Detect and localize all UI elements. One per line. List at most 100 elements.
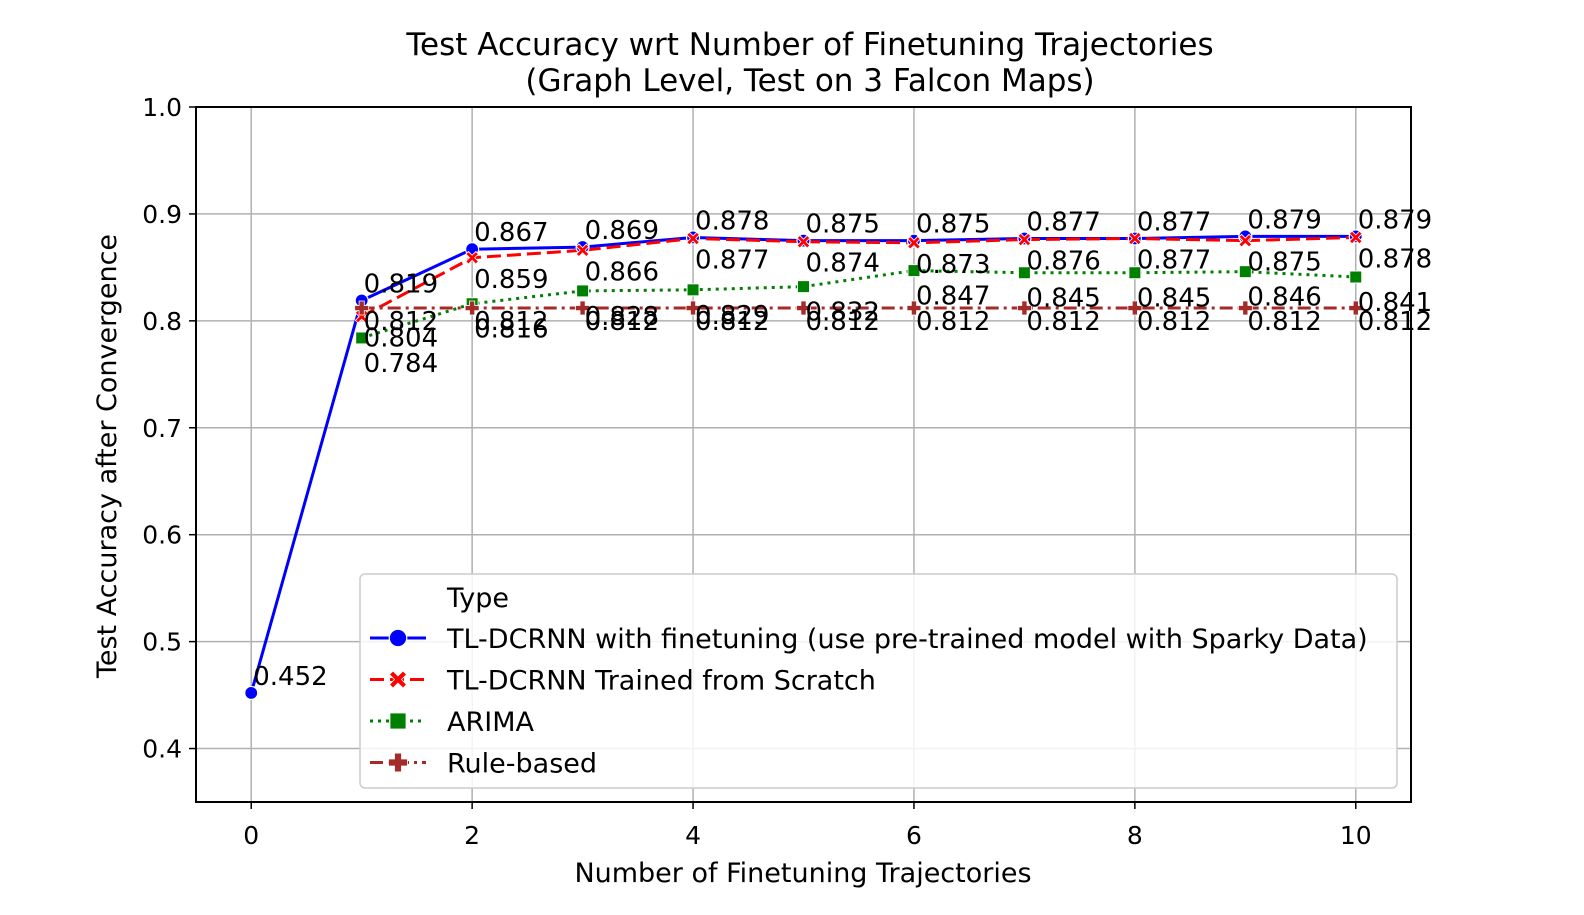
x-tick-label: 10 [1340,821,1372,850]
y-tick-label: 0.9 [142,200,182,229]
data-label: 0.784 [364,349,438,379]
data-label: 0.812 [1358,307,1432,337]
data-label: 0.866 [585,257,659,287]
data-label: 0.845 [1026,284,1100,314]
x-tick-label: 0 [243,821,259,850]
data-label: 0.829 [695,301,769,331]
data-label: 0.869 [585,216,659,246]
data-label: 0.812 [695,307,769,337]
legend-marker [388,628,408,648]
data-point [796,234,811,249]
data-label: 0.846 [1247,283,1321,313]
data-point [796,300,811,316]
data-label: 0.812 [916,307,990,337]
data-label: 0.879 [1247,205,1321,235]
legend-title: Type [446,583,509,614]
data-point [575,239,590,255]
data-label: 0.845 [1137,284,1211,314]
legend: Type TL-DCRNN with finetuning (use pre-t… [359,573,1398,789]
data-label: 0.875 [916,210,990,240]
chart-title: Test Accuracy wrt Number of Finetuning T… [405,27,1213,63]
data-label: 0.875 [1247,248,1321,278]
data-label: 0.877 [1137,246,1211,276]
data-label: 0.875 [806,210,880,240]
data-label: 0.804 [364,324,438,354]
data-label: 0.828 [585,302,659,332]
y-tick-label: 0.6 [142,521,182,550]
data-point [1348,230,1363,245]
data-label: 0.841 [1358,288,1432,318]
data-point [1349,270,1363,284]
legend-label: ARIMA [447,707,534,738]
data-labels: 0.452 0.819 0.867 0.869 0.878 0.875 0.875 0.877… [253,205,1432,692]
x-tick-label: 2 [464,821,480,850]
legend-marker [389,712,407,730]
data-point [575,243,590,258]
data-point [1348,300,1364,316]
data-point [1128,266,1142,280]
x-axis-label: Number of Finetuning Trajectories [574,858,1031,889]
data-label: 0.812 [585,307,659,337]
data-label: 0.859 [474,265,548,295]
data-point [1238,233,1253,248]
legend-entry: TL-DCRNN with finetuning (use pre-traine… [370,624,1368,655]
legend-label: TL-DCRNN with finetuning (use pre-traine… [446,624,1368,655]
data-label: 0.874 [806,249,880,279]
data-point [576,284,590,298]
data-label: 0.878 [695,206,769,236]
data-label: 0.819 [364,270,438,300]
data-label: 0.816 [474,315,548,345]
y-tick-label: 0.4 [142,735,182,764]
y-tick-label: 1.0 [142,93,182,122]
chart-subtitle: (Graph Level, Test on 3 Falcon Maps) [525,63,1094,99]
data-point [355,331,369,345]
legend-marker [388,752,408,773]
data-point [464,300,480,316]
data-label: 0.812 [364,307,438,337]
data-label: 0.879 [1358,205,1432,235]
data-point [1017,300,1032,316]
legend-box [359,573,1398,789]
y-tick-label: 0.7 [142,414,182,443]
legend-label: Rule-based [447,749,597,780]
data-label: 0.812 [806,307,880,337]
data-label: 0.878 [1358,244,1432,274]
axis-ticks: 0 2 4 6 8 10 0.4 0.5 0.6 0.7 0.8 0.9 1.0 [142,93,1371,850]
legend-entries: TL-DCRNN with finetuning (use pre-traine… [370,624,1368,780]
data-label: 0.876 [1026,247,1100,277]
legend-marker [388,670,408,689]
y-tick-label: 0.8 [142,307,182,336]
data-point [1017,232,1032,247]
legend-label: TL-DCRNN Trained from Scratch [446,666,876,697]
x-tick-label: 8 [1127,821,1143,850]
legend-entry: TL-DCRNN Trained from Scratch [370,666,876,697]
data-label: 0.877 [1137,208,1211,238]
data-point [686,231,700,246]
data-label: 0.877 [695,246,769,276]
data-label: 0.812 [1137,307,1211,337]
data-label: 0.812 [1026,307,1100,337]
data-point [686,283,700,297]
data-point [906,300,922,316]
data-point [1017,266,1031,280]
plot-frame [195,106,1412,803]
data-point [465,250,480,265]
x-tick-label: 4 [685,821,701,850]
data-point [575,300,590,316]
series-markers [244,229,1364,701]
data-point [354,300,370,316]
data-point [907,235,921,250]
x-tick-label: 6 [906,821,922,850]
data-point [1127,231,1142,246]
data-point [1237,300,1253,316]
data-label: 0.812 [1247,307,1321,337]
data-label: 0.452 [253,662,327,692]
y-tick-label: 0.5 [142,628,182,657]
legend-entry: Rule-based [370,749,597,780]
data-label: 0.847 [916,282,990,312]
data-label: 0.812 [474,307,548,337]
data-label: 0.873 [916,250,990,280]
data-label: 0.832 [806,298,880,328]
data-label: 0.877 [1026,208,1100,238]
